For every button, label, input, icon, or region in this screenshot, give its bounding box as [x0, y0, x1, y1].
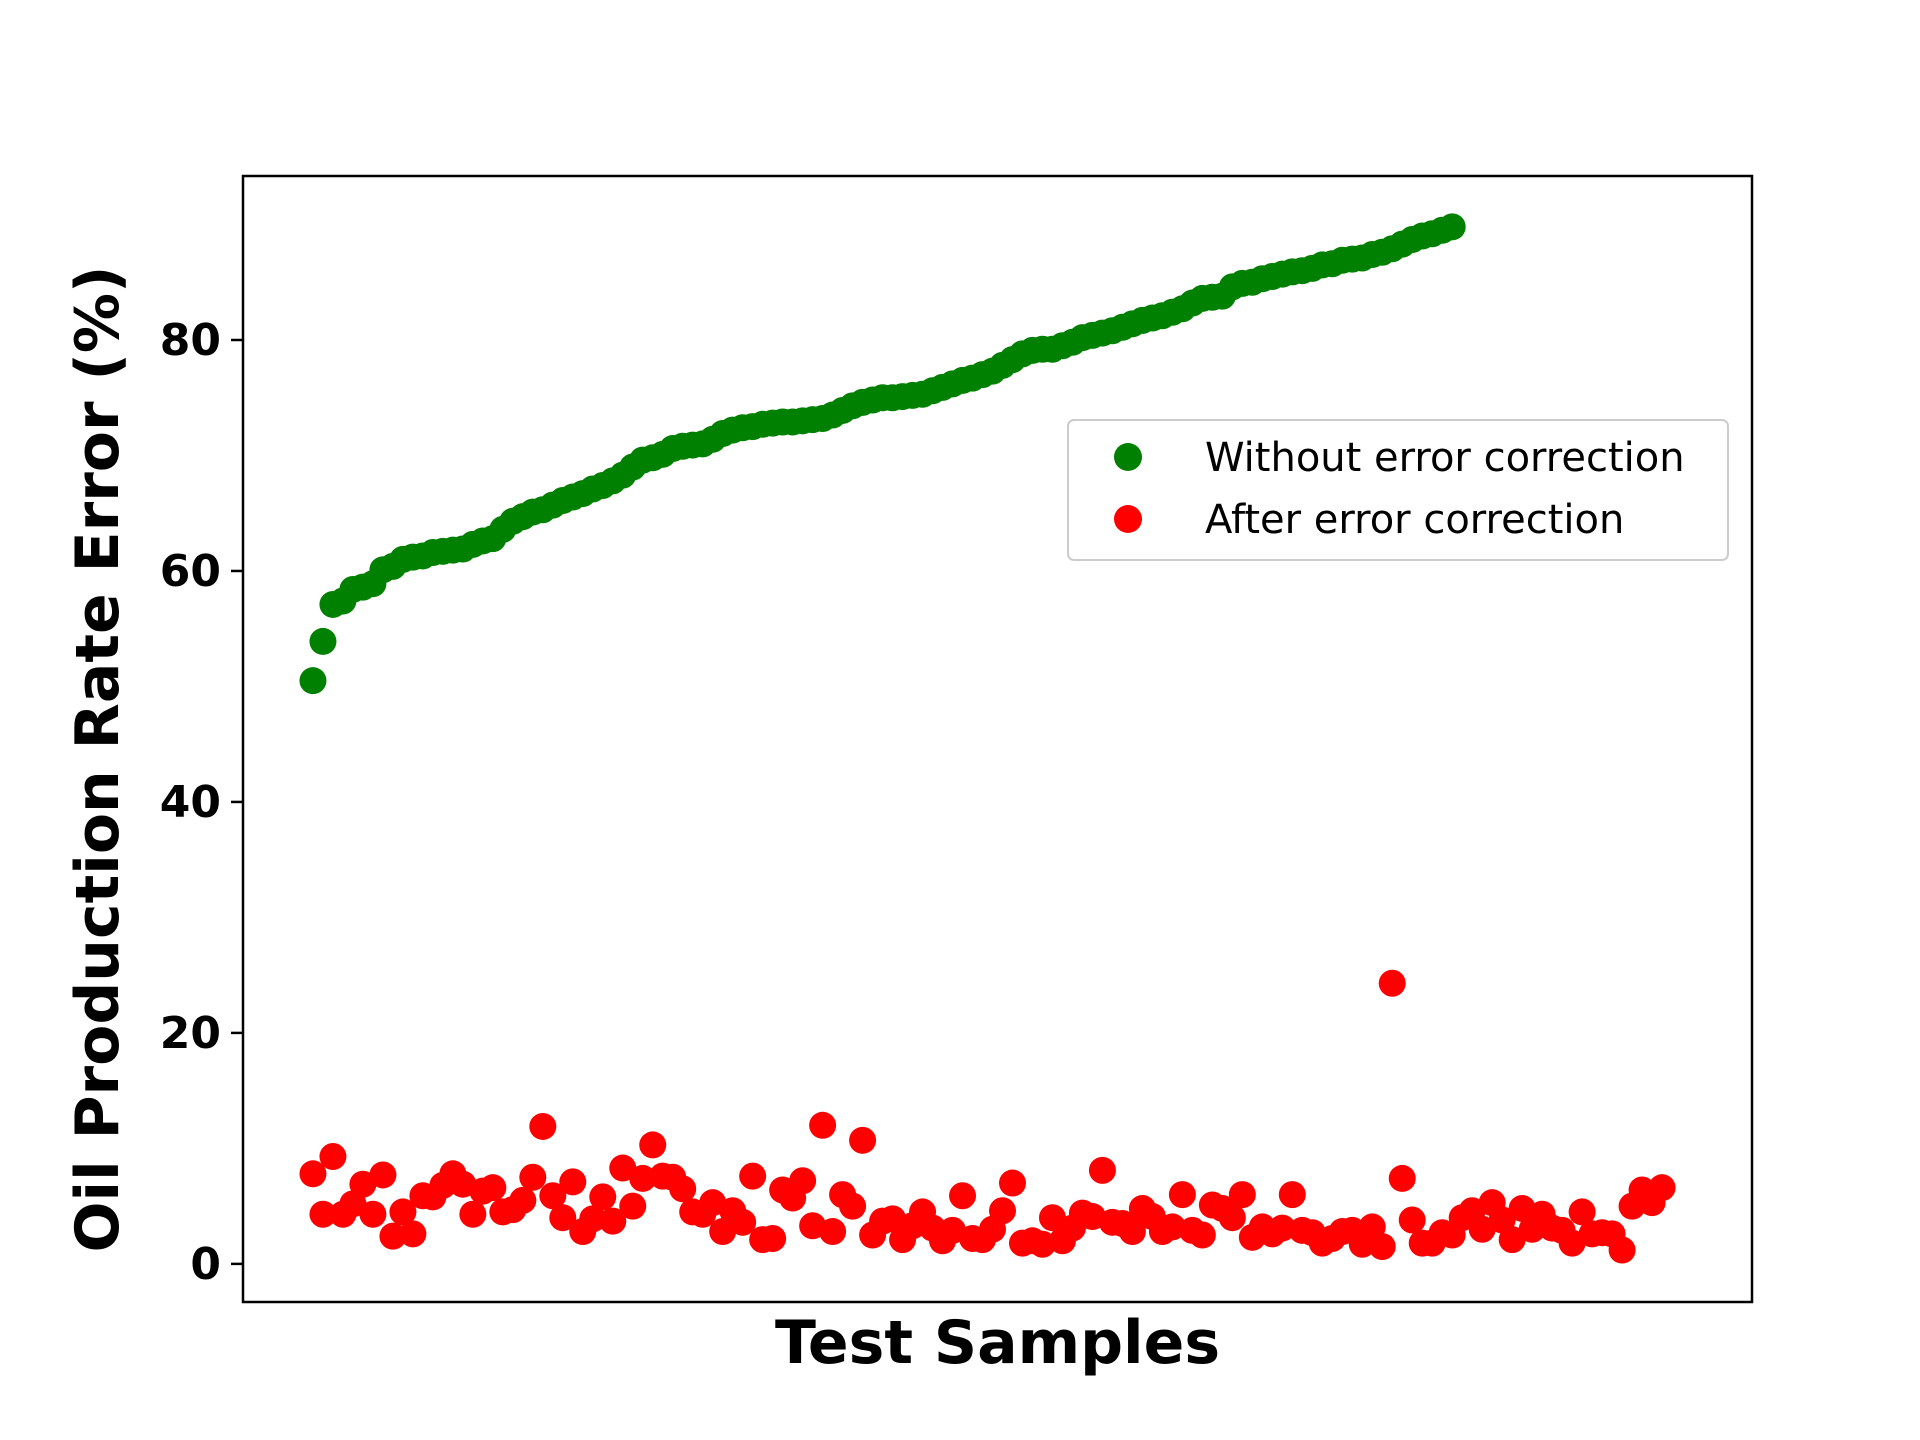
y-tick-label: 0	[190, 1239, 221, 1290]
point-after-correction	[839, 1192, 867, 1220]
legend-label-after-correction: After error correction	[1205, 497, 1624, 543]
point-after-correction	[399, 1220, 427, 1248]
point-after-correction	[1378, 969, 1406, 997]
point-after-correction	[1648, 1174, 1676, 1202]
point-after-correction	[809, 1111, 837, 1139]
point-after-correction	[589, 1183, 617, 1211]
legend-marker-without-correction	[1114, 443, 1142, 471]
point-after-correction	[1388, 1164, 1416, 1192]
point-after-correction	[639, 1131, 667, 1159]
point-after-correction	[599, 1207, 627, 1235]
point-after-correction	[1218, 1204, 1246, 1232]
point-after-correction	[988, 1197, 1016, 1225]
point-after-correction	[759, 1224, 787, 1252]
point-after-correction	[1608, 1236, 1636, 1264]
point-after-correction	[1228, 1181, 1256, 1209]
point-after-correction	[359, 1200, 387, 1228]
point-after-correction	[629, 1164, 657, 1192]
point-after-correction	[1168, 1181, 1196, 1209]
point-after-correction	[459, 1200, 487, 1228]
y-axis-title: Oil Production Rate Error (%)	[63, 266, 133, 1253]
data-points	[299, 213, 1676, 1264]
point-after-correction	[1278, 1181, 1306, 1209]
legend-box	[1067, 419, 1729, 561]
point-without-correction	[309, 627, 337, 655]
point-after-correction	[1088, 1156, 1116, 1184]
point-after-correction	[1038, 1204, 1066, 1232]
x-axis-title: Test Samples	[775, 1308, 1220, 1378]
legend-label-without-correction: Without error correction	[1205, 435, 1685, 481]
y-tick-label: 60	[160, 546, 221, 597]
point-after-correction	[369, 1161, 397, 1189]
y-tick-label: 80	[160, 315, 221, 366]
y-axis-ticks: 0 20 40 60 80	[160, 315, 243, 1290]
point-after-correction	[1568, 1198, 1596, 1226]
point-after-correction	[319, 1142, 347, 1170]
point-after-correction	[739, 1162, 767, 1190]
point-after-correction	[849, 1126, 877, 1154]
y-tick-label: 20	[160, 1008, 221, 1059]
point-after-correction	[1188, 1221, 1216, 1249]
plot-area-frame	[241, 174, 1754, 1304]
point-without-correction	[299, 667, 327, 695]
point-after-correction	[609, 1154, 637, 1182]
point-after-correction	[379, 1222, 407, 1250]
legend: Without error correction After error cor…	[1067, 419, 1729, 561]
point-after-correction	[479, 1174, 507, 1202]
point-after-correction	[509, 1186, 537, 1214]
point-after-correction	[539, 1182, 567, 1210]
point-after-correction	[519, 1163, 547, 1191]
point-after-correction	[1028, 1230, 1056, 1258]
legend-marker-after-correction	[1114, 505, 1142, 533]
point-after-correction	[309, 1200, 337, 1228]
point-without-correction	[1438, 213, 1466, 241]
point-after-correction	[1498, 1226, 1526, 1254]
point-after-correction	[819, 1218, 847, 1246]
point-after-correction	[789, 1167, 817, 1195]
point-after-correction	[998, 1169, 1026, 1197]
y-tick-label: 40	[160, 777, 221, 828]
point-after-correction	[1268, 1214, 1296, 1242]
point-after-correction	[1158, 1213, 1186, 1241]
point-after-correction	[729, 1208, 757, 1236]
point-after-correction	[1118, 1218, 1146, 1246]
point-after-correction	[299, 1160, 327, 1188]
point-after-correction	[619, 1192, 647, 1220]
point-after-correction	[389, 1198, 417, 1226]
point-after-correction	[1398, 1206, 1426, 1234]
point-after-correction	[579, 1205, 607, 1233]
point-after-correction	[669, 1175, 697, 1203]
point-after-correction	[529, 1112, 557, 1140]
point-after-correction	[1368, 1233, 1396, 1261]
point-after-correction	[949, 1182, 977, 1210]
point-after-correction	[559, 1168, 587, 1196]
point-after-correction	[549, 1204, 577, 1232]
